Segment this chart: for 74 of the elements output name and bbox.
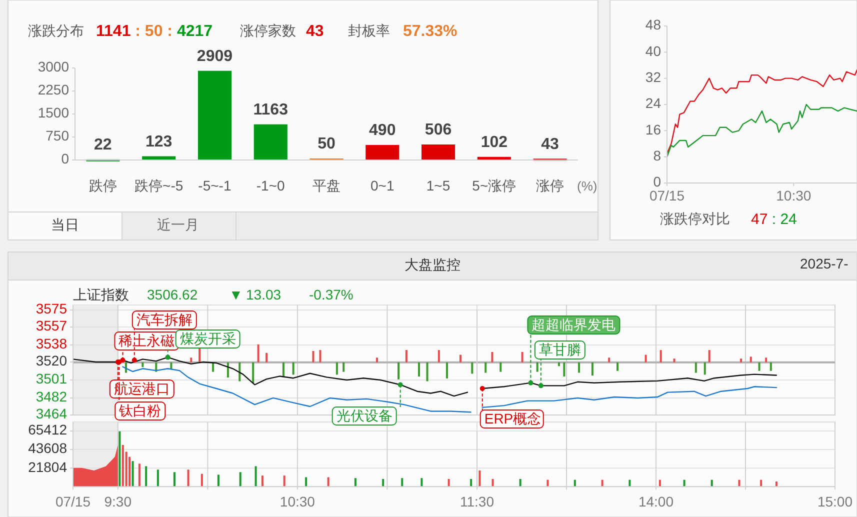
x-tick-label: -5~-1 (198, 178, 232, 194)
x-tick-label: 涨停 (536, 178, 564, 194)
y-tick-label: 3000 (38, 58, 70, 75)
x-tick-label: 9:30 (104, 494, 132, 510)
text: 13.03 (246, 286, 282, 303)
chart-title: 大盘监控 (404, 256, 460, 273)
annotation: 钛白粉 (118, 402, 162, 419)
y-tick-label: 3482 (36, 388, 68, 405)
data-label: 1163 (253, 102, 288, 119)
x-tick-label: 11:30 (460, 494, 494, 510)
data-label: 490 (369, 122, 396, 140)
x-tick-label: 跌停 (88, 178, 117, 194)
text: 当日 (51, 216, 79, 233)
y-tick-label: 3538 (36, 336, 68, 352)
x-tick-label: 15:00 (817, 494, 853, 510)
data-label: 506 (424, 122, 452, 139)
y-tick-label: 21804 (28, 458, 68, 475)
y-tick-label: 3464 (36, 406, 68, 422)
y-tick-label: 3520 (36, 352, 68, 369)
text: -0.37% (309, 286, 354, 303)
x-tick-label: 5~涨停 (472, 178, 516, 194)
annotation: 汽车拆解 (136, 312, 192, 328)
text: 涨跌分布 (28, 22, 84, 39)
x-tick-label: 07/15 (55, 494, 91, 510)
y-tick-label: 65412 (28, 422, 68, 438)
text: 上证指数 (73, 286, 129, 303)
text: ▼ (229, 286, 243, 303)
y-tick-label: 8 (653, 148, 662, 164)
text: 43 (306, 23, 324, 40)
text: 2025-7- (800, 256, 849, 272)
y-tick-label: 16 (645, 121, 662, 138)
text: 57.33% (403, 23, 458, 40)
annotation: 稀土永磁 (118, 332, 175, 349)
annotation: 煤炭开采 (180, 330, 236, 347)
x-tick-label: 14:00 (638, 494, 674, 510)
text: 近一月 (157, 216, 199, 233)
y-tick-label: 0 (653, 174, 662, 190)
y-tick-label: 43608 (28, 440, 68, 456)
text: 封板率 (348, 22, 390, 39)
x-tick-label: 0~1 (370, 178, 394, 194)
x-tick-label: 07/15 (649, 188, 685, 204)
text: 1141 : 50 : 4217 (96, 23, 213, 40)
y-tick-label: 3575 (36, 300, 68, 317)
text: 涨停家数 (240, 22, 296, 39)
text: 涨跌停对比 (660, 210, 730, 227)
x-tick-label: 10:30 (280, 494, 316, 510)
text: 47 : 24 (751, 210, 797, 228)
annotation: 草甘膦 (538, 342, 581, 358)
y-tick-label: 32 (645, 69, 662, 86)
y-tick-label: 48 (645, 16, 662, 33)
y-tick-label: 3557 (36, 318, 68, 334)
y-tick-label: 750 (46, 128, 70, 144)
x-tick-label: 跌停~-5 (134, 178, 184, 194)
x-tick-label: 平盘 (312, 178, 340, 194)
y-tick-label: 2250 (38, 82, 70, 98)
y-tick-label: 24 (645, 95, 662, 112)
annotation: ERP概念 (484, 410, 542, 427)
y-tick-label: 0 (61, 150, 70, 167)
data-label: 50 (318, 136, 336, 153)
x-tick-label: 10:30 (776, 188, 812, 204)
data-label: 123 (145, 133, 172, 150)
y-tick-label: 1500 (38, 104, 70, 121)
y-tick-label: 3501 (36, 370, 68, 387)
x-tick-label: -1~0 (256, 178, 286, 194)
data-label: 22 (94, 136, 112, 154)
data-label: 2909 (196, 48, 233, 66)
data-label: 102 (480, 134, 508, 152)
annotation: 超超临界发电 (532, 316, 616, 333)
annotation: 光伏设备 (336, 408, 392, 424)
text: (%) (577, 178, 598, 194)
y-tick-label: 40 (645, 42, 662, 59)
text: 3506.62 (147, 286, 198, 303)
data-label: 43 (541, 136, 560, 153)
x-tick-label: 1~5 (426, 178, 450, 194)
